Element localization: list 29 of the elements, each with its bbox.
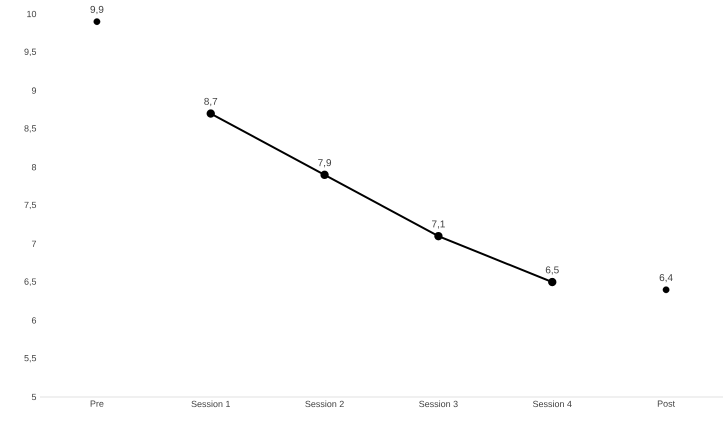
point [94,18,100,26]
y-tick-label: 6 [32,317,36,324]
y-tick-label: 7,5 [24,202,36,210]
x-tick-label: Session 2 [305,400,344,408]
x-tick-label: Session 3 [419,400,458,408]
point [320,170,329,180]
y-tick-label: 9 [32,87,36,94]
y-tick-label: 9,5 [24,48,36,56]
x-tick-label: Session 4 [532,400,572,408]
y-tick-label: 5 [32,394,36,400]
point [662,286,670,294]
x-tick-label: Post [658,400,675,407]
x-tick-label: Pre [90,400,104,407]
point [548,278,556,286]
y-tick-label: 10 [27,10,36,18]
data-label: 6,4 [660,274,673,282]
data-label: 8,7 [204,98,218,106]
y-tick-label: 5,5 [24,355,36,362]
data-label: 9,9 [90,6,104,14]
y-tick-label: 6,5 [24,278,36,286]
y-tick-label: 8,5 [24,125,36,133]
point [206,109,215,118]
y-tick-label: 8 [32,164,36,170]
data-label: 7,1 [432,220,445,229]
data-label: 7,9 [318,159,332,168]
x-tick-label: Session 1 [191,400,230,408]
y-tick-label: 7 [32,240,36,247]
point [434,232,443,240]
data-label: 6,5 [546,266,559,275]
